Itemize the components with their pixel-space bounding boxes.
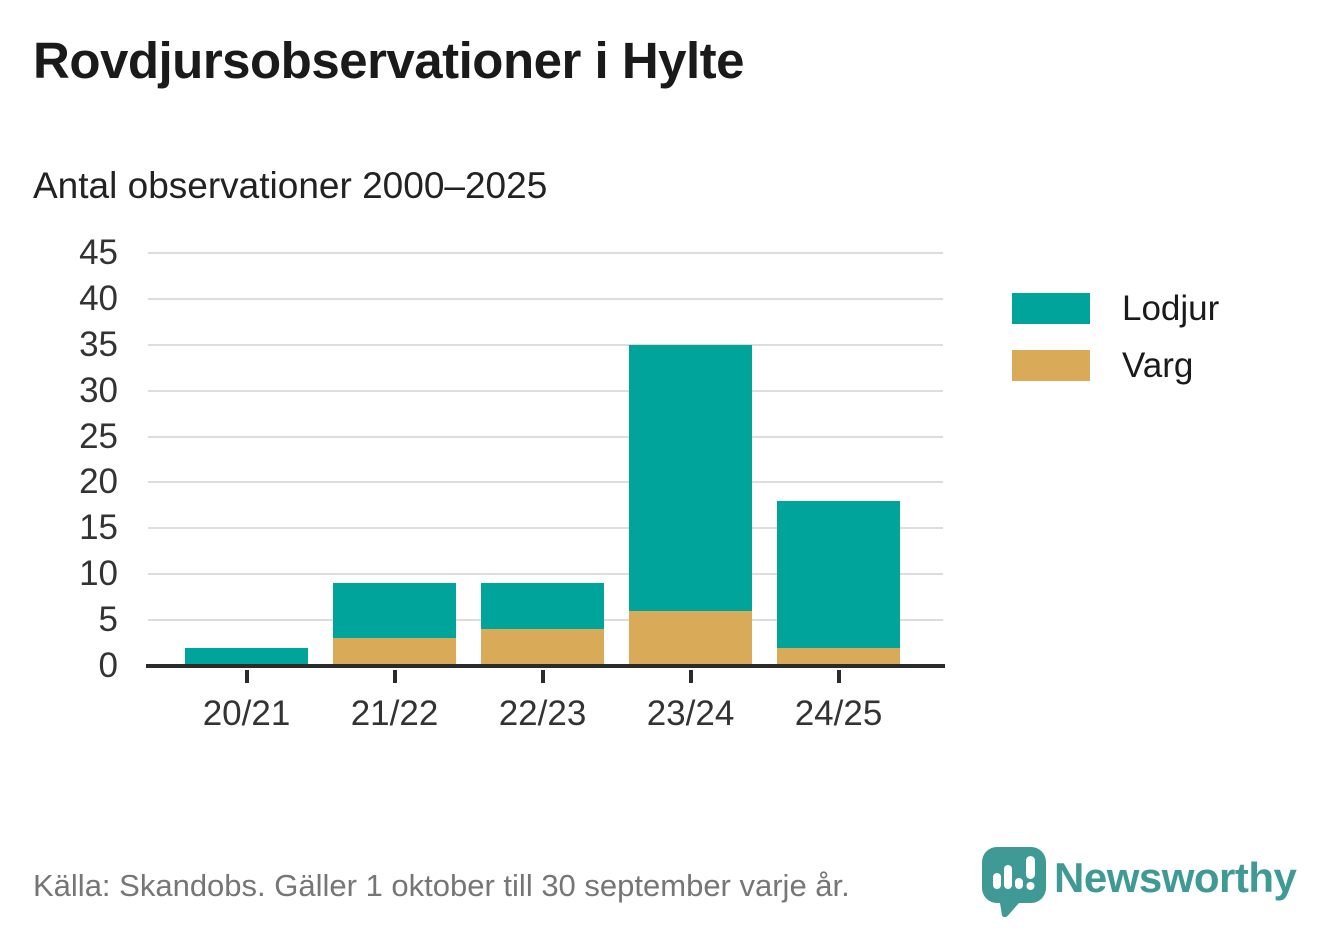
x-tick-21-22 <box>392 670 397 683</box>
newsworthy-wordmark: Newsworthy <box>1054 854 1297 901</box>
gridline-10 <box>148 573 943 576</box>
gridline-15 <box>148 527 943 530</box>
legend-swatch-lodjur <box>1012 293 1090 324</box>
source-note: Källa: Skandobs. Gäller 1 oktober till 3… <box>33 868 850 903</box>
legend-swatch-varg <box>1012 350 1090 381</box>
y-label-35: 35 <box>79 324 118 364</box>
y-label-30: 30 <box>79 370 118 410</box>
legend: Lodjur Varg <box>1012 289 1220 406</box>
y-label-10: 10 <box>79 554 118 594</box>
y-label-5: 5 <box>98 600 118 640</box>
bar-21-22-varg <box>333 638 456 666</box>
x-tick-22-23 <box>540 670 545 683</box>
bar-21-22-lodjur <box>333 583 456 639</box>
legend-item-varg: Varg <box>1012 346 1219 385</box>
gridline-45 <box>148 252 943 254</box>
plot-area: 20/21 21/22 22/23 23/24 24/25 <box>146 252 945 733</box>
x-label-21-22: 21/22 <box>350 694 439 733</box>
y-label-25: 25 <box>79 416 118 456</box>
x-label-20-21: 20/21 <box>202 694 291 733</box>
x-tick-24-25 <box>836 670 841 683</box>
y-label-40: 40 <box>79 278 118 318</box>
gridline-40 <box>148 297 943 300</box>
gridline-20 <box>148 481 943 484</box>
chart-subtitle: Antal observationer 2000–2025 <box>33 165 548 206</box>
y-label-0: 0 <box>98 646 118 685</box>
y-label-20: 20 <box>79 462 118 502</box>
newsworthy-branding: Newsworthy <box>982 847 1297 917</box>
bar-20-21-lodjur <box>185 647 308 666</box>
bar-22-23-lodjur <box>481 583 604 630</box>
x-tick-23-24 <box>688 670 693 683</box>
legend-item-lodjur: Lodjur <box>1012 289 1220 328</box>
bar-23-24-lodjur <box>629 344 752 611</box>
x-tick-20-21 <box>244 670 249 683</box>
gridline-30 <box>148 389 943 392</box>
x-label-22-23: 22/23 <box>498 694 587 733</box>
x-label-24-25: 24/25 <box>794 694 883 733</box>
chart-title: Rovdjursobservationer i Hylte <box>33 32 745 89</box>
bar-23-24-varg <box>629 610 752 666</box>
bar-22-23-varg <box>481 629 604 666</box>
x-label-23-24: 23/24 <box>646 694 735 733</box>
y-label-45: 45 <box>79 233 118 272</box>
x-axis-line <box>146 664 945 668</box>
y-label-15: 15 <box>79 508 118 548</box>
gridline-35 <box>148 343 943 346</box>
bar-24-25-lodjur <box>777 500 900 648</box>
gridline-25 <box>148 435 943 438</box>
bar-24-25-varg <box>777 647 900 666</box>
speech-bubble-bar-chart-exclamation-icon <box>982 847 1046 917</box>
legend-label-varg: Varg <box>1122 346 1194 385</box>
legend-label-lodjur: Lodjur <box>1122 289 1220 328</box>
